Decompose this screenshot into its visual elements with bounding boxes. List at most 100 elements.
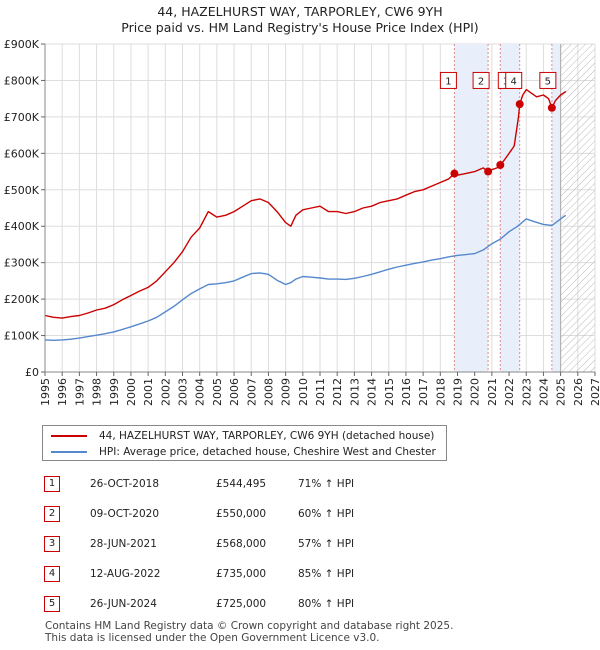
sale-date: 09-OCT-2020 (90, 508, 159, 520)
y-tick-label: £900K (4, 38, 40, 51)
highlight-band (551, 44, 561, 372)
sale-date: 26-OCT-2018 (90, 478, 159, 490)
sale-label-number: 5 (545, 76, 551, 87)
chart-title: 44, HAZELHURST WAY, TARPORLEY, CW6 9YH P… (0, 4, 600, 36)
x-tick-label: 2017 (417, 378, 430, 406)
x-tick-label: 2023 (520, 378, 533, 406)
sale-price: £735,000 (216, 568, 267, 580)
x-tick-label: 2016 (400, 378, 413, 406)
sale-point (496, 160, 505, 169)
sale-point (484, 167, 493, 176)
price-chart: 12345 £0£100K£200K£300K£400K£500K£600K£7… (4, 38, 600, 406)
x-tick-label: 2015 (383, 378, 396, 406)
sale-price: £725,000 (216, 598, 267, 610)
title-line-subtitle: Price paid vs. HM Land Registry's House … (121, 20, 479, 35)
sale-highlight-bands (454, 44, 561, 372)
x-tick-label: 2006 (228, 378, 241, 406)
table-row: 1 26-OCT-2018 £544,495 71% ↑ HPI (44, 476, 384, 494)
forecast-hatch (560, 44, 595, 372)
table-row: 4 12-AUG-2022 £735,000 85% ↑ HPI (44, 566, 384, 584)
y-tick-label: £700K (4, 111, 40, 124)
y-tick-label: £200K (4, 293, 40, 306)
y-tick-label: £300K (4, 257, 40, 270)
sale-number-badge: 5 (44, 596, 60, 612)
x-tick-label: 1996 (56, 378, 69, 406)
legend-item-hpi: HPI: Average price, detached house, Ches… (51, 445, 436, 459)
footer-attribution: Contains HM Land Registry data © Crown c… (45, 620, 453, 644)
legend-item-property: 44, HAZELHURST WAY, TARPORLEY, CW6 9YH (… (51, 429, 434, 443)
x-tick-label: 2025 (555, 378, 568, 406)
x-tick-label: 2012 (331, 378, 344, 406)
x-tick-label: 1997 (73, 378, 86, 406)
x-tick-label: 1999 (108, 378, 121, 406)
sale-label-number: 1 (445, 76, 451, 87)
sale-point (450, 169, 459, 178)
sale-hpi-delta: 80% ↑ HPI (298, 598, 355, 610)
x-tick-label: 2003 (177, 378, 190, 406)
x-tick-label: 2011 (314, 378, 327, 406)
legend-swatch-property (51, 435, 87, 437)
sale-label-box (439, 71, 457, 89)
footer-licence: This data is licensed under the Open Gov… (45, 632, 380, 644)
x-tick-label: 2005 (211, 378, 224, 406)
sale-marker-lines (453, 44, 553, 372)
sale-date: 28-JUN-2021 (90, 538, 157, 550)
sale-hpi-delta: 60% ↑ HPI (298, 508, 355, 520)
y-tick-label: £0 (25, 366, 39, 379)
sale-label-box (505, 71, 523, 89)
sale-number-badge: 1 (44, 476, 60, 492)
x-tick-label: 2008 (262, 378, 275, 406)
y-tick-label: £500K (4, 184, 40, 197)
y-axis-ticks: £0 £100K £200K £300K £400K £500K £600K £700K £80… (4, 38, 45, 379)
x-tick-label: 2021 (486, 378, 499, 406)
x-tick-label: 2027 (589, 378, 600, 406)
legend-swatch-hpi (51, 451, 87, 453)
table-row: 2 09-OCT-2020 £550,000 60% ↑ HPI (44, 506, 384, 524)
x-tick-label: 2013 (348, 378, 361, 406)
x-tick-label: 2004 (194, 378, 207, 406)
sale-hpi-delta: 85% ↑ HPI (298, 568, 355, 580)
sale-label-box (472, 71, 490, 89)
sale-label-box (539, 71, 557, 89)
x-tick-label: 2009 (280, 378, 293, 406)
hpi-line (44, 214, 567, 341)
y-tick-label: £800K (4, 74, 40, 87)
x-tick-label: 2026 (572, 378, 585, 406)
series-lines (44, 88, 567, 341)
sale-date: 12-AUG-2022 (90, 568, 161, 580)
x-tick-label: 2024 (537, 378, 550, 406)
x-tick-label: 2001 (142, 378, 155, 406)
x-tick-label: 2007 (245, 378, 258, 406)
sale-point (547, 103, 556, 112)
sale-hpi-delta: 57% ↑ HPI (298, 538, 355, 550)
x-tick-label: 2022 (503, 378, 516, 406)
x-tick-label: 1995 (39, 378, 52, 406)
x-axis-ticks: 1995 1996 1997 1998 1999 2000 2001 2002 2003 2004… (39, 372, 600, 406)
sale-number-badge: 3 (44, 536, 60, 552)
x-tick-label: 2014 (366, 378, 379, 406)
x-tick-label: 2018 (434, 378, 447, 406)
legend-label-property: 44, HAZELHURST WAY, TARPORLEY, CW6 9YH (… (99, 430, 435, 442)
sale-price: £550,000 (216, 508, 267, 520)
x-tick-label: 2002 (159, 378, 172, 406)
table-row: 3 28-JUN-2021 £568,000 57% ↑ HPI (44, 536, 384, 554)
highlight-band (500, 44, 520, 372)
x-tick-label: 1998 (91, 378, 104, 406)
y-tick-label: £100K (4, 330, 40, 343)
x-tick-label: 2000 (125, 378, 138, 406)
property-price-line (44, 88, 567, 319)
sale-price: £544,495 (216, 478, 267, 490)
x-tick-label: 2010 (297, 378, 310, 406)
x-tick-label: 2020 (469, 378, 482, 406)
sale-points (450, 100, 556, 178)
highlight-band (454, 44, 489, 372)
sale-hpi-delta: 71% ↑ HPI (298, 478, 355, 490)
sale-label-number: 2 (478, 76, 484, 87)
legend-label-hpi: HPI: Average price, detached house, Ches… (99, 446, 436, 458)
sale-number-labels: 12345 (439, 71, 557, 89)
x-tick-label: 2019 (452, 378, 465, 406)
sale-label-number: 4 (511, 76, 517, 87)
y-tick-label: £600K (4, 147, 40, 160)
legend: 44, HAZELHURST WAY, TARPORLEY, CW6 9YH (… (42, 425, 447, 461)
forecast-region (560, 44, 595, 372)
